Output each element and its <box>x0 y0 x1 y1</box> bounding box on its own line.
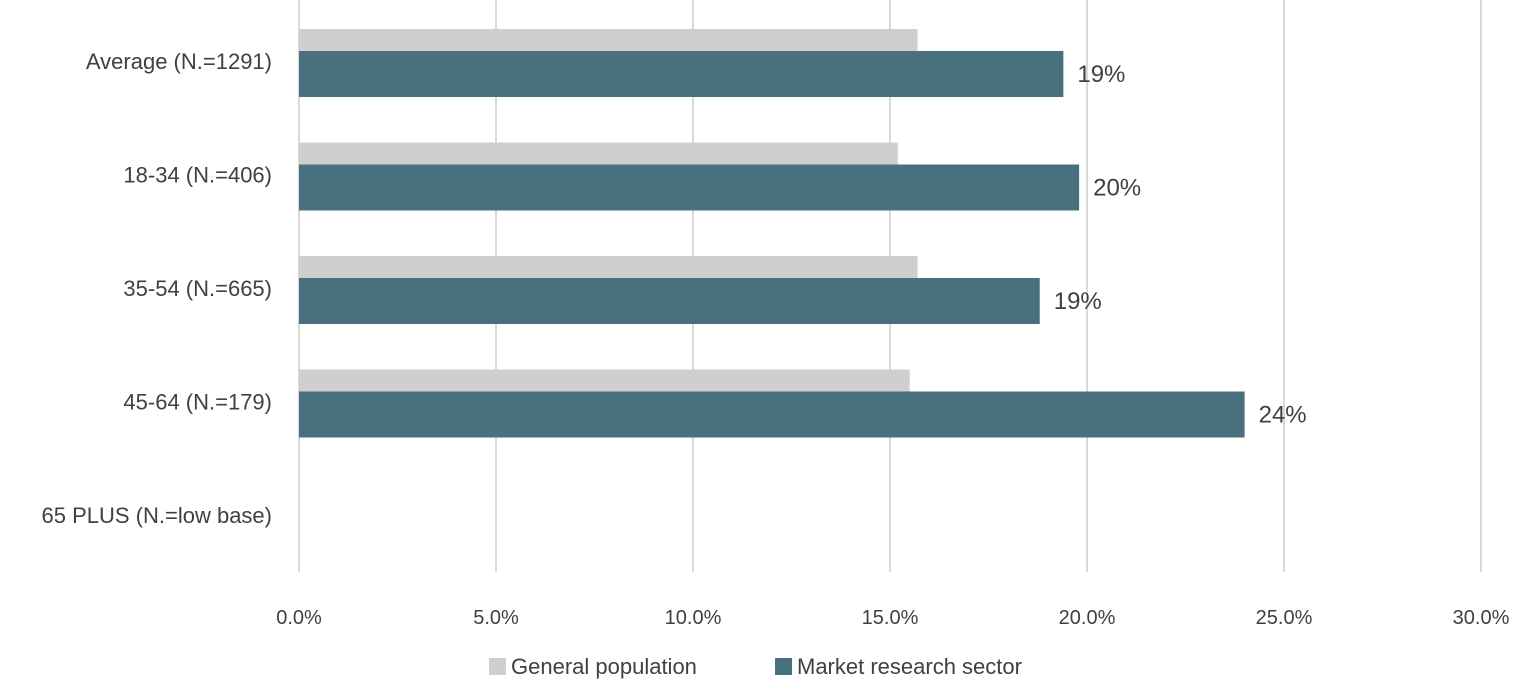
legend: General population Market research sector <box>489 654 1022 679</box>
x-tick-label: 20.0% <box>1059 607 1116 629</box>
data-label: 20% <box>1093 175 1141 202</box>
category-label: Average (N.=1291) <box>86 49 272 74</box>
data-label: 19% <box>1077 61 1125 88</box>
x-tick-label: 30.0% <box>1453 607 1510 629</box>
category-label: 65 PLUS (N.=low base) <box>42 503 273 528</box>
data-label: 24% <box>1259 402 1307 429</box>
bar-market-research-sector <box>299 164 1080 211</box>
bars <box>299 29 1245 438</box>
category-label: 35-54 (N.=665) <box>123 276 272 301</box>
x-tick-label: 25.0% <box>1256 607 1313 629</box>
category-labels: Average (N.=1291) 18-34 (N.=406) 35-54 (N.… <box>42 49 273 528</box>
bar-general-population <box>299 369 910 393</box>
x-tick-label: 5.0% <box>473 607 519 629</box>
x-tick-label: 15.0% <box>862 607 919 629</box>
category-label: 18-34 (N.=406) <box>123 163 272 188</box>
bar-general-population <box>299 29 918 52</box>
legend-swatch <box>775 658 792 675</box>
legend-label: General population <box>511 654 697 679</box>
data-labels: 19% 20% 19% 24% <box>1054 61 1307 429</box>
x-axis-tick-labels: 0.0% 5.0% 10.0% 15.0% 20.0% 25.0% 30.0% <box>276 607 1509 629</box>
bar-market-research-sector <box>299 391 1245 438</box>
legend-swatch <box>489 658 506 675</box>
bar-market-research-sector <box>299 278 1040 324</box>
bar-general-population <box>299 142 898 166</box>
category-label: 45-64 (N.=179) <box>123 390 272 415</box>
data-label: 19% <box>1054 288 1102 315</box>
bar-market-research-sector <box>299 51 1064 97</box>
legend-label: Market research sector <box>797 654 1022 679</box>
bar-general-population <box>299 256 918 279</box>
x-tick-label: 0.0% <box>276 607 322 629</box>
x-tick-label: 10.0% <box>665 607 722 629</box>
